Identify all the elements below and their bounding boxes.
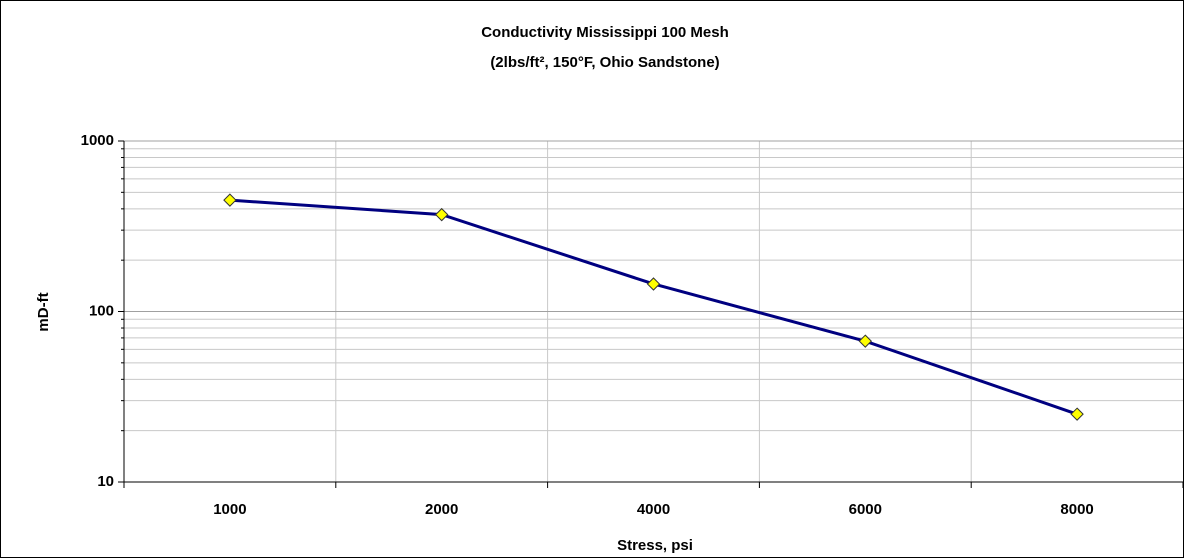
y-axis-label: mD-ft	[35, 292, 52, 331]
data-point	[858, 334, 873, 348]
chart-title: Conductivity Mississippi 100 Mesh	[481, 24, 729, 41]
y-tick-label: 10	[97, 473, 114, 490]
x-tick-label: 2000	[425, 501, 458, 518]
x-tick-label: 1000	[213, 501, 246, 518]
chart-subtitle: (2lbs/ft², 150°F, Ohio Sandstone)	[490, 54, 719, 71]
data-point	[223, 193, 237, 207]
data-point	[434, 207, 449, 222]
data-point	[1070, 407, 1084, 421]
data-point	[646, 277, 661, 291]
x-tick-label: 8000	[1060, 501, 1093, 518]
x-tick-label: 4000	[637, 501, 670, 518]
y-tick-label: 1000	[81, 132, 114, 149]
x-tick-label: 6000	[849, 501, 882, 518]
y-tick-label: 100	[89, 302, 114, 319]
x-axis-label: Stress, psi	[617, 537, 693, 554]
